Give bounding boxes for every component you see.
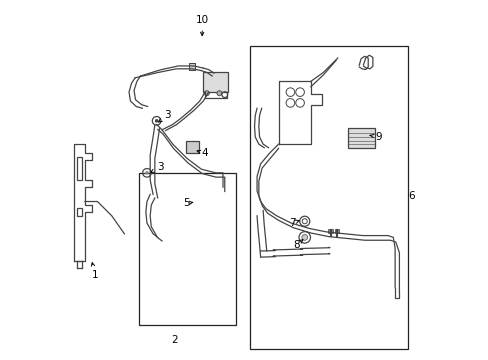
Bar xyxy=(334,229,339,233)
Bar xyxy=(328,229,332,233)
Bar xyxy=(77,208,81,216)
Text: 8: 8 xyxy=(293,239,302,249)
Text: 2: 2 xyxy=(171,334,178,345)
Text: 9: 9 xyxy=(369,132,382,142)
Circle shape xyxy=(155,119,158,123)
Bar xyxy=(139,173,235,325)
Text: 10: 10 xyxy=(195,15,208,36)
Bar xyxy=(77,157,82,180)
Text: 3: 3 xyxy=(150,162,163,172)
Bar xyxy=(249,45,407,348)
Text: 1: 1 xyxy=(91,263,98,280)
Circle shape xyxy=(301,234,307,240)
Bar xyxy=(348,128,375,148)
Text: 7: 7 xyxy=(288,218,299,228)
Bar xyxy=(188,63,195,69)
Text: 6: 6 xyxy=(407,191,414,201)
Bar xyxy=(186,140,199,153)
Bar xyxy=(203,72,228,92)
Circle shape xyxy=(204,91,209,96)
Text: 5: 5 xyxy=(183,198,192,208)
Circle shape xyxy=(217,91,222,96)
Text: 4: 4 xyxy=(197,148,207,158)
Circle shape xyxy=(145,171,148,175)
Text: 3: 3 xyxy=(158,111,170,122)
